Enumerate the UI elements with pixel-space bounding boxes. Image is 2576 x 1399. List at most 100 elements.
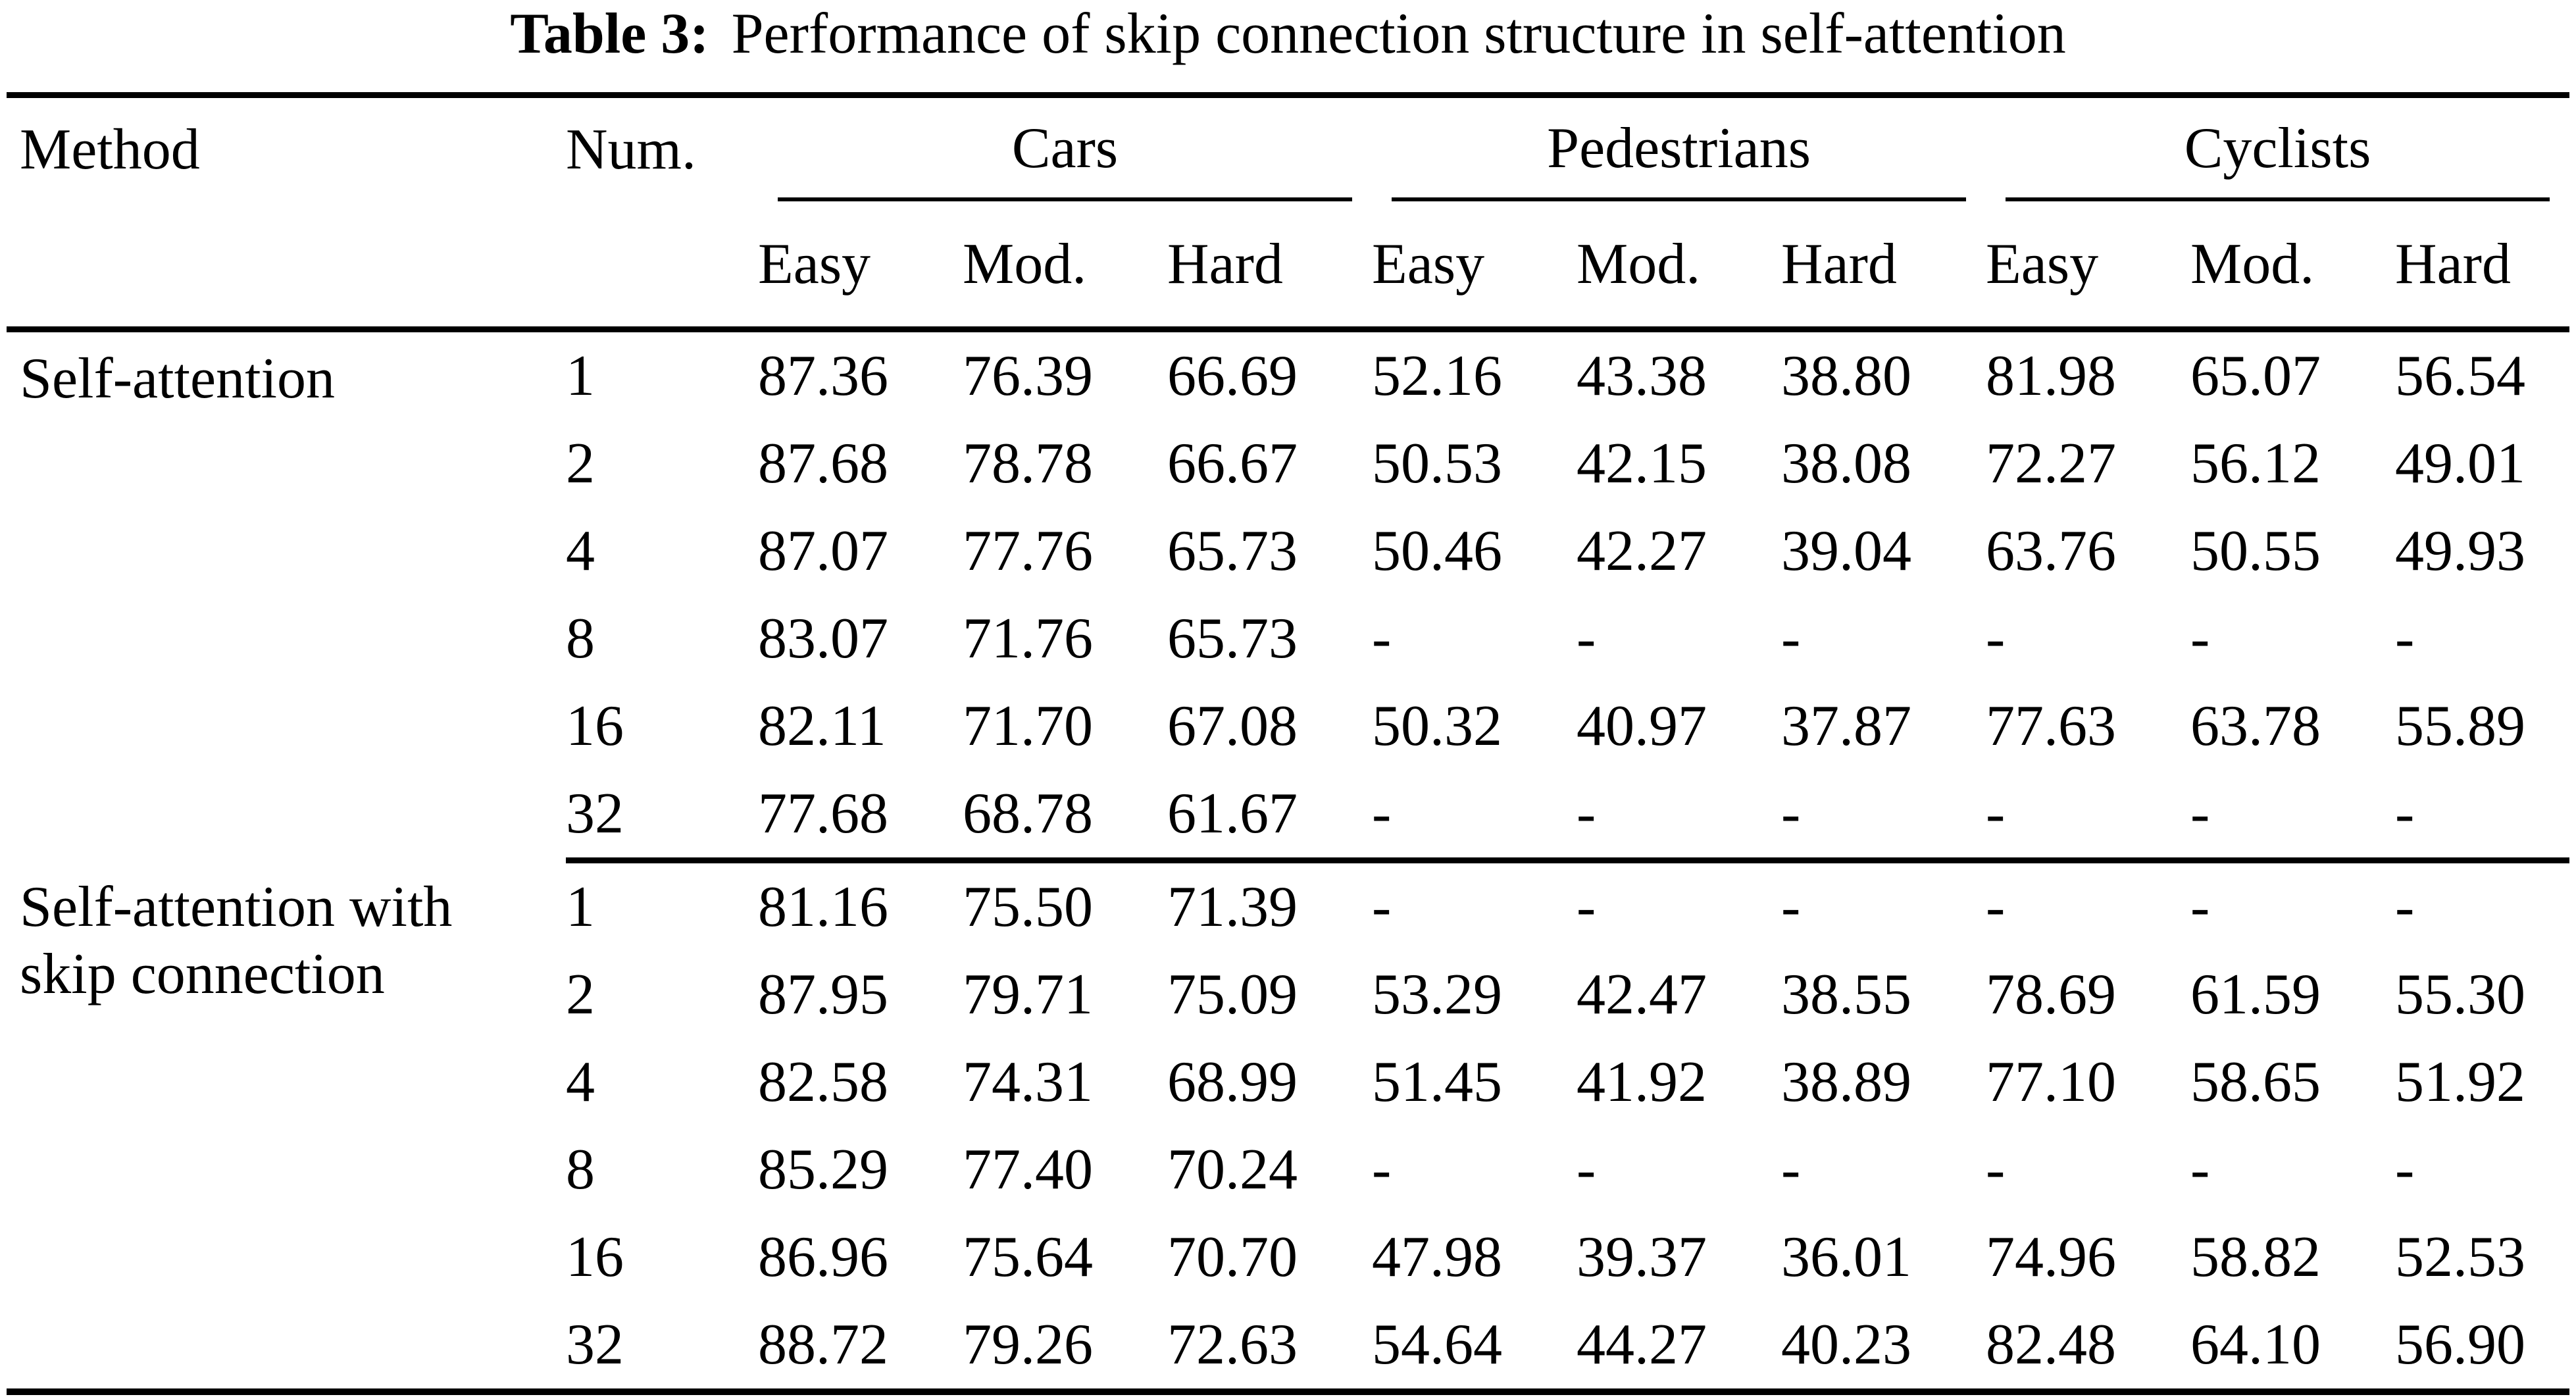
value-cell: -: [1986, 875, 2006, 939]
value-cell: 82.48: [1986, 1313, 2117, 1377]
value-cell: 75.09: [1167, 963, 1298, 1027]
value-cell: -: [2190, 1138, 2210, 1202]
table-row: 4 82.58 74.31 68.99 51.45 41.92 38.89 77…: [7, 1038, 2569, 1126]
value-cell: 71.76: [963, 607, 1093, 671]
value-cell: 53.29: [1372, 963, 1503, 1027]
value-cell: -: [1781, 875, 1801, 939]
method-cell: Self-attention: [7, 330, 566, 861]
value-cell: 87.95: [758, 963, 888, 1027]
value-cell: 87.68: [758, 432, 888, 496]
num-cell: 8: [566, 607, 595, 671]
value-cell: 44.27: [1577, 1313, 1707, 1377]
num-cell: 32: [566, 1313, 624, 1377]
value-cell: 78.69: [1986, 963, 2117, 1027]
col-group-cyclists-label: Cyclists: [2006, 98, 2550, 201]
value-cell: 38.80: [1781, 344, 1912, 408]
caption-label: Table 3:: [510, 2, 709, 66]
value-cell: 56.54: [2395, 344, 2526, 408]
caption-text: Performance of skip connection structure…: [731, 2, 2066, 66]
value-cell: 78.78: [963, 432, 1093, 496]
value-cell: -: [1577, 1138, 1596, 1202]
table-row: 2 87.68 78.78 66.67 50.53 42.15 38.08 72…: [7, 420, 2569, 507]
value-cell: 83.07: [758, 607, 888, 671]
group-header-row: Method Num. Cars Pedestrians Cyclists: [7, 95, 2569, 201]
value-cell: 58.65: [2190, 1050, 2321, 1114]
value-cell: 52.53: [2395, 1225, 2526, 1289]
value-cell: 52.16: [1372, 344, 1503, 408]
table-row: 2 87.95 79.71 75.09 53.29 42.47 38.55 78…: [7, 951, 2569, 1038]
value-cell: 77.63: [1986, 694, 2117, 758]
results-table: Method Num. Cars Pedestrians Cyclists Ea…: [7, 92, 2569, 1395]
col-group-cars-label: Cars: [778, 98, 1353, 201]
value-cell: 77.76: [963, 519, 1093, 583]
value-cell: 87.07: [758, 519, 888, 583]
value-cell: 36.01: [1781, 1225, 1912, 1289]
value-cell: 51.45: [1372, 1050, 1503, 1114]
col-header-cyclists-hard: Hard: [2395, 201, 2569, 332]
value-cell: 49.93: [2395, 519, 2526, 583]
method-label: Self-attention: [20, 347, 335, 411]
value-cell: -: [1372, 770, 1577, 863]
value-cell: 68.78: [963, 770, 1167, 863]
table-row: 16 86.96 75.64 70.70 47.98 39.37 36.01 7…: [7, 1213, 2569, 1301]
value-cell: 40.97: [1577, 694, 1707, 758]
col-header-pedestrians-mod: Mod.: [1577, 201, 1782, 332]
value-cell: 64.10: [2190, 1313, 2321, 1377]
value-cell: 39.37: [1577, 1225, 1707, 1289]
value-cell: -: [1577, 607, 1596, 671]
num-cell: 1: [566, 344, 595, 408]
col-header-cyclists-easy: Easy: [1986, 201, 2191, 332]
spacer-cell: [7, 201, 566, 332]
value-cell: 39.04: [1781, 519, 1912, 583]
section-self-attention: Self-attention 1 87.36 76.39 66.69 52.16…: [7, 330, 2569, 863]
value-cell: 74.96: [1986, 1225, 2117, 1289]
value-cell: 61.59: [2190, 963, 2321, 1027]
value-cell: 82.11: [758, 694, 886, 758]
table-row: 32 88.72 79.26 72.63 54.64 44.27 40.23 8…: [7, 1301, 2569, 1392]
value-cell: 65.73: [1167, 519, 1298, 583]
value-cell: 66.67: [1167, 432, 1298, 496]
value-cell: 71.39: [1167, 875, 1298, 939]
sub-header-row: Easy Mod. Hard Easy Mod. Hard Easy Mod. …: [7, 201, 2569, 332]
value-cell: -: [2395, 1138, 2415, 1202]
value-cell: 81.16: [758, 875, 888, 939]
value-cell: 41.92: [1577, 1050, 1707, 1114]
value-cell: -: [1781, 770, 1986, 863]
value-cell: 85.29: [758, 1138, 888, 1202]
value-cell: 55.30: [2395, 963, 2526, 1027]
section-self-attention-skip: Self-attention with skip connection 1 81…: [7, 861, 2569, 1392]
spacer-cell: [566, 201, 758, 332]
value-cell: -: [1577, 875, 1596, 939]
value-cell: 63.76: [1986, 519, 2117, 583]
value-cell: 37.87: [1781, 694, 1912, 758]
col-header-cyclists-mod: Mod.: [2190, 201, 2396, 332]
table-row: 32 77.68 68.78 61.67 - - - - - -: [7, 770, 2569, 863]
col-group-cyclists: Cyclists: [1986, 95, 2569, 201]
value-cell: 38.55: [1781, 963, 1912, 1027]
col-group-cars: Cars: [758, 95, 1372, 201]
value-cell: 47.98: [1372, 1225, 1503, 1289]
value-cell: -: [1986, 1138, 2006, 1202]
value-cell: 86.96: [758, 1225, 888, 1289]
col-header-cars-hard: Hard: [1167, 201, 1373, 332]
value-cell: -: [2190, 875, 2210, 939]
num-cell: 2: [566, 432, 595, 496]
value-cell: 66.69: [1167, 344, 1298, 408]
value-cell: 42.27: [1577, 519, 1707, 583]
value-cell: 42.15: [1577, 432, 1707, 496]
num-cell: 16: [566, 694, 624, 758]
col-header-pedestrians-hard: Hard: [1781, 201, 1986, 332]
value-cell: 87.36: [758, 344, 888, 408]
table-row: 8 85.29 77.40 70.24 - - - - - -: [7, 1126, 2569, 1213]
value-cell: 67.08: [1167, 694, 1298, 758]
num-cell: 1: [566, 875, 595, 939]
value-cell: -: [1577, 770, 1782, 863]
value-cell: 65.73: [1167, 607, 1298, 671]
col-group-pedestrians-label: Pedestrians: [1392, 98, 1967, 201]
col-header-num: Num.: [566, 118, 696, 182]
value-cell: -: [2395, 770, 2569, 863]
value-cell: 40.23: [1781, 1313, 1912, 1377]
num-cell: 2: [566, 963, 595, 1027]
table-row: Self-attention 1 87.36 76.39 66.69 52.16…: [7, 330, 2569, 420]
col-group-pedestrians: Pedestrians: [1372, 95, 1986, 201]
